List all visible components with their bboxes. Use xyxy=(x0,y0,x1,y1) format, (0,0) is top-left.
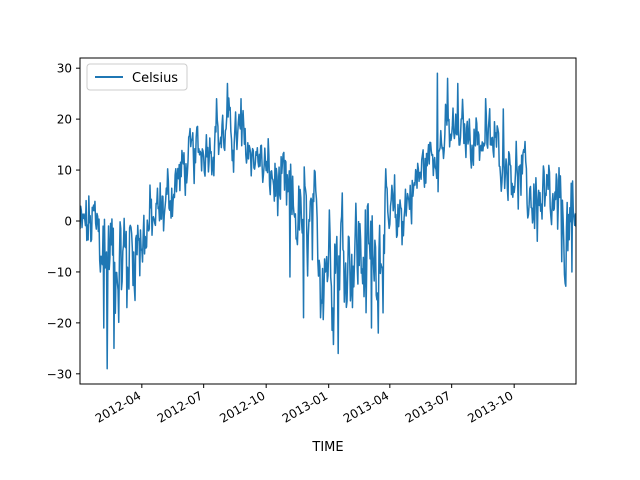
y-tick-label: −30 xyxy=(47,367,72,381)
y-tick-label: 0 xyxy=(64,215,72,229)
legend-box xyxy=(86,63,188,91)
legend-label-celsius: Celsius xyxy=(132,71,178,86)
series-layer xyxy=(80,72,576,370)
y-axis: −30 −20 −10 0 10 20 30 xyxy=(47,62,80,381)
legend: Celsius xyxy=(86,63,188,91)
y-tick-label: 30 xyxy=(57,62,72,76)
y-tick-label: −10 xyxy=(47,265,72,279)
series-line-celsius xyxy=(80,72,576,370)
y-tick-label: 20 xyxy=(57,113,72,127)
y-tick-label: 10 xyxy=(57,164,72,178)
x-axis-label: TIME xyxy=(311,440,343,455)
y-tick-label: −20 xyxy=(47,316,72,330)
